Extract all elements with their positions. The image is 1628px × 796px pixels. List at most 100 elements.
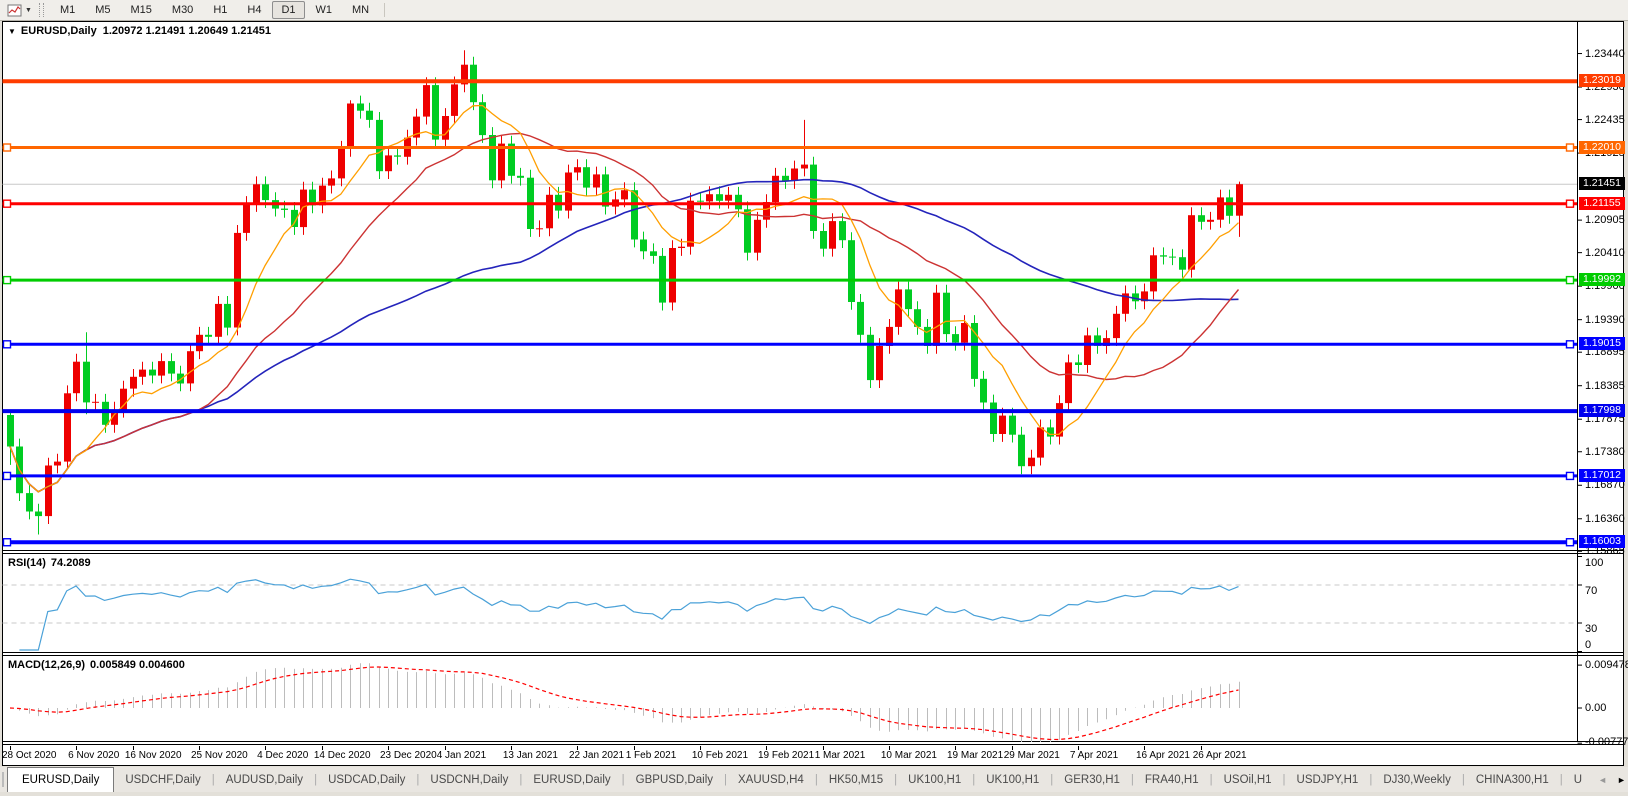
date-label: 23 Dec 2020 (380, 750, 437, 761)
candle (92, 393, 99, 411)
candle (139, 361, 146, 385)
chart-tab-u[interactable]: U (1573, 773, 1583, 786)
line-endpoint-marker[interactable] (1565, 275, 1575, 285)
price-tick-label: 1.22435 (1585, 113, 1625, 126)
chart-tab-dj30-weekly[interactable]: DJ30,Weekly (1383, 773, 1451, 786)
candle (461, 50, 468, 93)
candle (168, 353, 175, 382)
chart-tab-usoil-h1[interactable]: USOil,H1 (1223, 773, 1272, 786)
date-label: 22 Jan 2021 (569, 750, 625, 761)
chart-tab-fra40-h1[interactable]: FRA40,H1 (1144, 773, 1199, 786)
chart-tab-uk100-h1[interactable]: UK100,H1 (908, 773, 962, 786)
candle (999, 407, 1006, 442)
candle (45, 457, 52, 524)
price-line-badge: 1.22010 (1579, 140, 1625, 154)
candle (54, 453, 61, 474)
tab-separator: | (1130, 773, 1134, 786)
chart-tab-usdchf-daily[interactable]: USDCHF,Daily (125, 773, 201, 786)
candle (924, 319, 931, 354)
chart-tab-hk50-m15[interactable]: HK50,M15 (828, 773, 884, 786)
timeframe-button-m5[interactable]: M5 (95, 4, 111, 16)
chart-tab-eurusd-daily[interactable]: EURUSD,Daily (7, 767, 115, 792)
line-endpoint-marker[interactable] (2, 538, 12, 547)
chart-tab-usdjpy-h1[interactable]: USDJPY,H1 (1296, 773, 1359, 786)
macd-name: MACD(12,26,9) (8, 659, 86, 671)
line-endpoint-marker[interactable] (1565, 340, 1575, 349)
chart-type-dropdown-icon[interactable]: ▼ (4, 3, 35, 18)
candle (895, 281, 902, 335)
price-line-badge: 1.19015 (1579, 337, 1625, 351)
chart-tab-audusd-daily[interactable]: AUDUSD,Daily (225, 773, 304, 786)
macd-signal-line (9, 666, 1239, 741)
candle (574, 159, 581, 181)
candle (583, 159, 590, 196)
ma-mid-line (9, 132, 1240, 493)
chart-tab-gbpusd-daily[interactable]: GBPUSD,Daily (635, 773, 713, 786)
date-label: 6 Nov 2020 (68, 750, 120, 761)
candle (111, 401, 118, 433)
toolbar-grip[interactable] (38, 3, 44, 17)
candle (130, 369, 137, 397)
line-endpoint-marker[interactable] (1565, 143, 1575, 152)
tab-separator: | (972, 773, 976, 786)
line-endpoint-marker[interactable] (1565, 538, 1575, 547)
candle (546, 186, 553, 237)
candle (498, 135, 505, 189)
timeframe-button-m1[interactable]: M1 (59, 4, 76, 16)
timeframe-button-h4[interactable]: H4 (247, 4, 262, 16)
chart-tab-eurusd-daily[interactable]: EURUSD,Daily (533, 773, 611, 786)
price-line-badge: 1.19992 (1579, 273, 1625, 287)
price-tick-label: 1.15865 (1585, 545, 1625, 558)
candle (1122, 285, 1129, 322)
timeframe-button-mn[interactable]: MN (352, 4, 370, 16)
price-tick-label: 1.20905 (1585, 214, 1625, 227)
chart-tab-xauusd-h4[interactable]: XAUUSD,H4 (738, 773, 804, 786)
chart-tab-uk100-h1[interactable]: UK100,H1 (986, 773, 1040, 786)
line-endpoint-marker[interactable] (2, 471, 12, 481)
candle (744, 201, 751, 261)
timeframe-button-w1[interactable]: W1 (315, 4, 333, 16)
chart-tab-ger30-h1[interactable]: GER30,H1 (1064, 773, 1120, 786)
candle (687, 192, 694, 255)
macd-values: 0.005849 0.004600 (90, 659, 185, 671)
candle (933, 284, 940, 354)
chart-tab-china300-h1[interactable]: CHINA300,H1 (1475, 773, 1549, 786)
line-endpoint-marker[interactable] (2, 199, 12, 208)
chart-collapse-icon[interactable]: ▼ (8, 27, 16, 36)
tab-scroll-left-button[interactable]: ◄ (1598, 774, 1607, 785)
price-line-badge: 1.23019 (1579, 74, 1625, 88)
timeframe-button-d1[interactable]: D1 (272, 1, 305, 19)
tab-separator: | (1209, 773, 1213, 786)
price-tick-label: 1.18385 (1585, 379, 1625, 392)
candle (857, 294, 864, 343)
candle (1217, 189, 1224, 228)
price-tick-label: 1.16360 (1585, 512, 1625, 525)
date-label: 26 Apr 2021 (1192, 750, 1247, 761)
line-endpoint-marker[interactable] (2, 143, 12, 152)
candle (319, 177, 326, 214)
date-label: 1 Feb 2021 (625, 750, 677, 761)
chart-tab-usdcad-daily[interactable]: USDCAD,Daily (328, 773, 406, 786)
line-endpoint-marker[interactable] (1565, 199, 1575, 208)
tab-scroll-right-button[interactable]: ► (1616, 774, 1626, 785)
candle (357, 95, 364, 119)
chart-tab-usdcnh-daily[interactable]: USDCNH,Daily (430, 773, 509, 786)
chevron-down-icon: ▼ (25, 6, 32, 14)
tab-separator: | (519, 773, 523, 786)
tab-separator: | (814, 773, 818, 786)
tab-separator: | (1369, 773, 1373, 786)
timeframe-button-h1[interactable]: H1 (213, 4, 228, 16)
timeframe-button-m30[interactable]: M30 (171, 4, 194, 16)
line-endpoint-marker[interactable] (1565, 471, 1575, 481)
candle (1132, 285, 1139, 310)
price-tick-label: 1.17380 (1585, 445, 1625, 458)
line-endpoint-marker[interactable] (2, 275, 12, 285)
timeframe-button-m15[interactable]: M15 (130, 4, 152, 16)
line-endpoint-marker[interactable] (2, 340, 12, 349)
chart-ohlc-values: 1.20972 1.21491 1.20649 1.21451 (102, 25, 271, 37)
date-label: 7 Apr 2021 (1069, 750, 1119, 761)
candle (1084, 327, 1091, 373)
candle (839, 213, 846, 248)
